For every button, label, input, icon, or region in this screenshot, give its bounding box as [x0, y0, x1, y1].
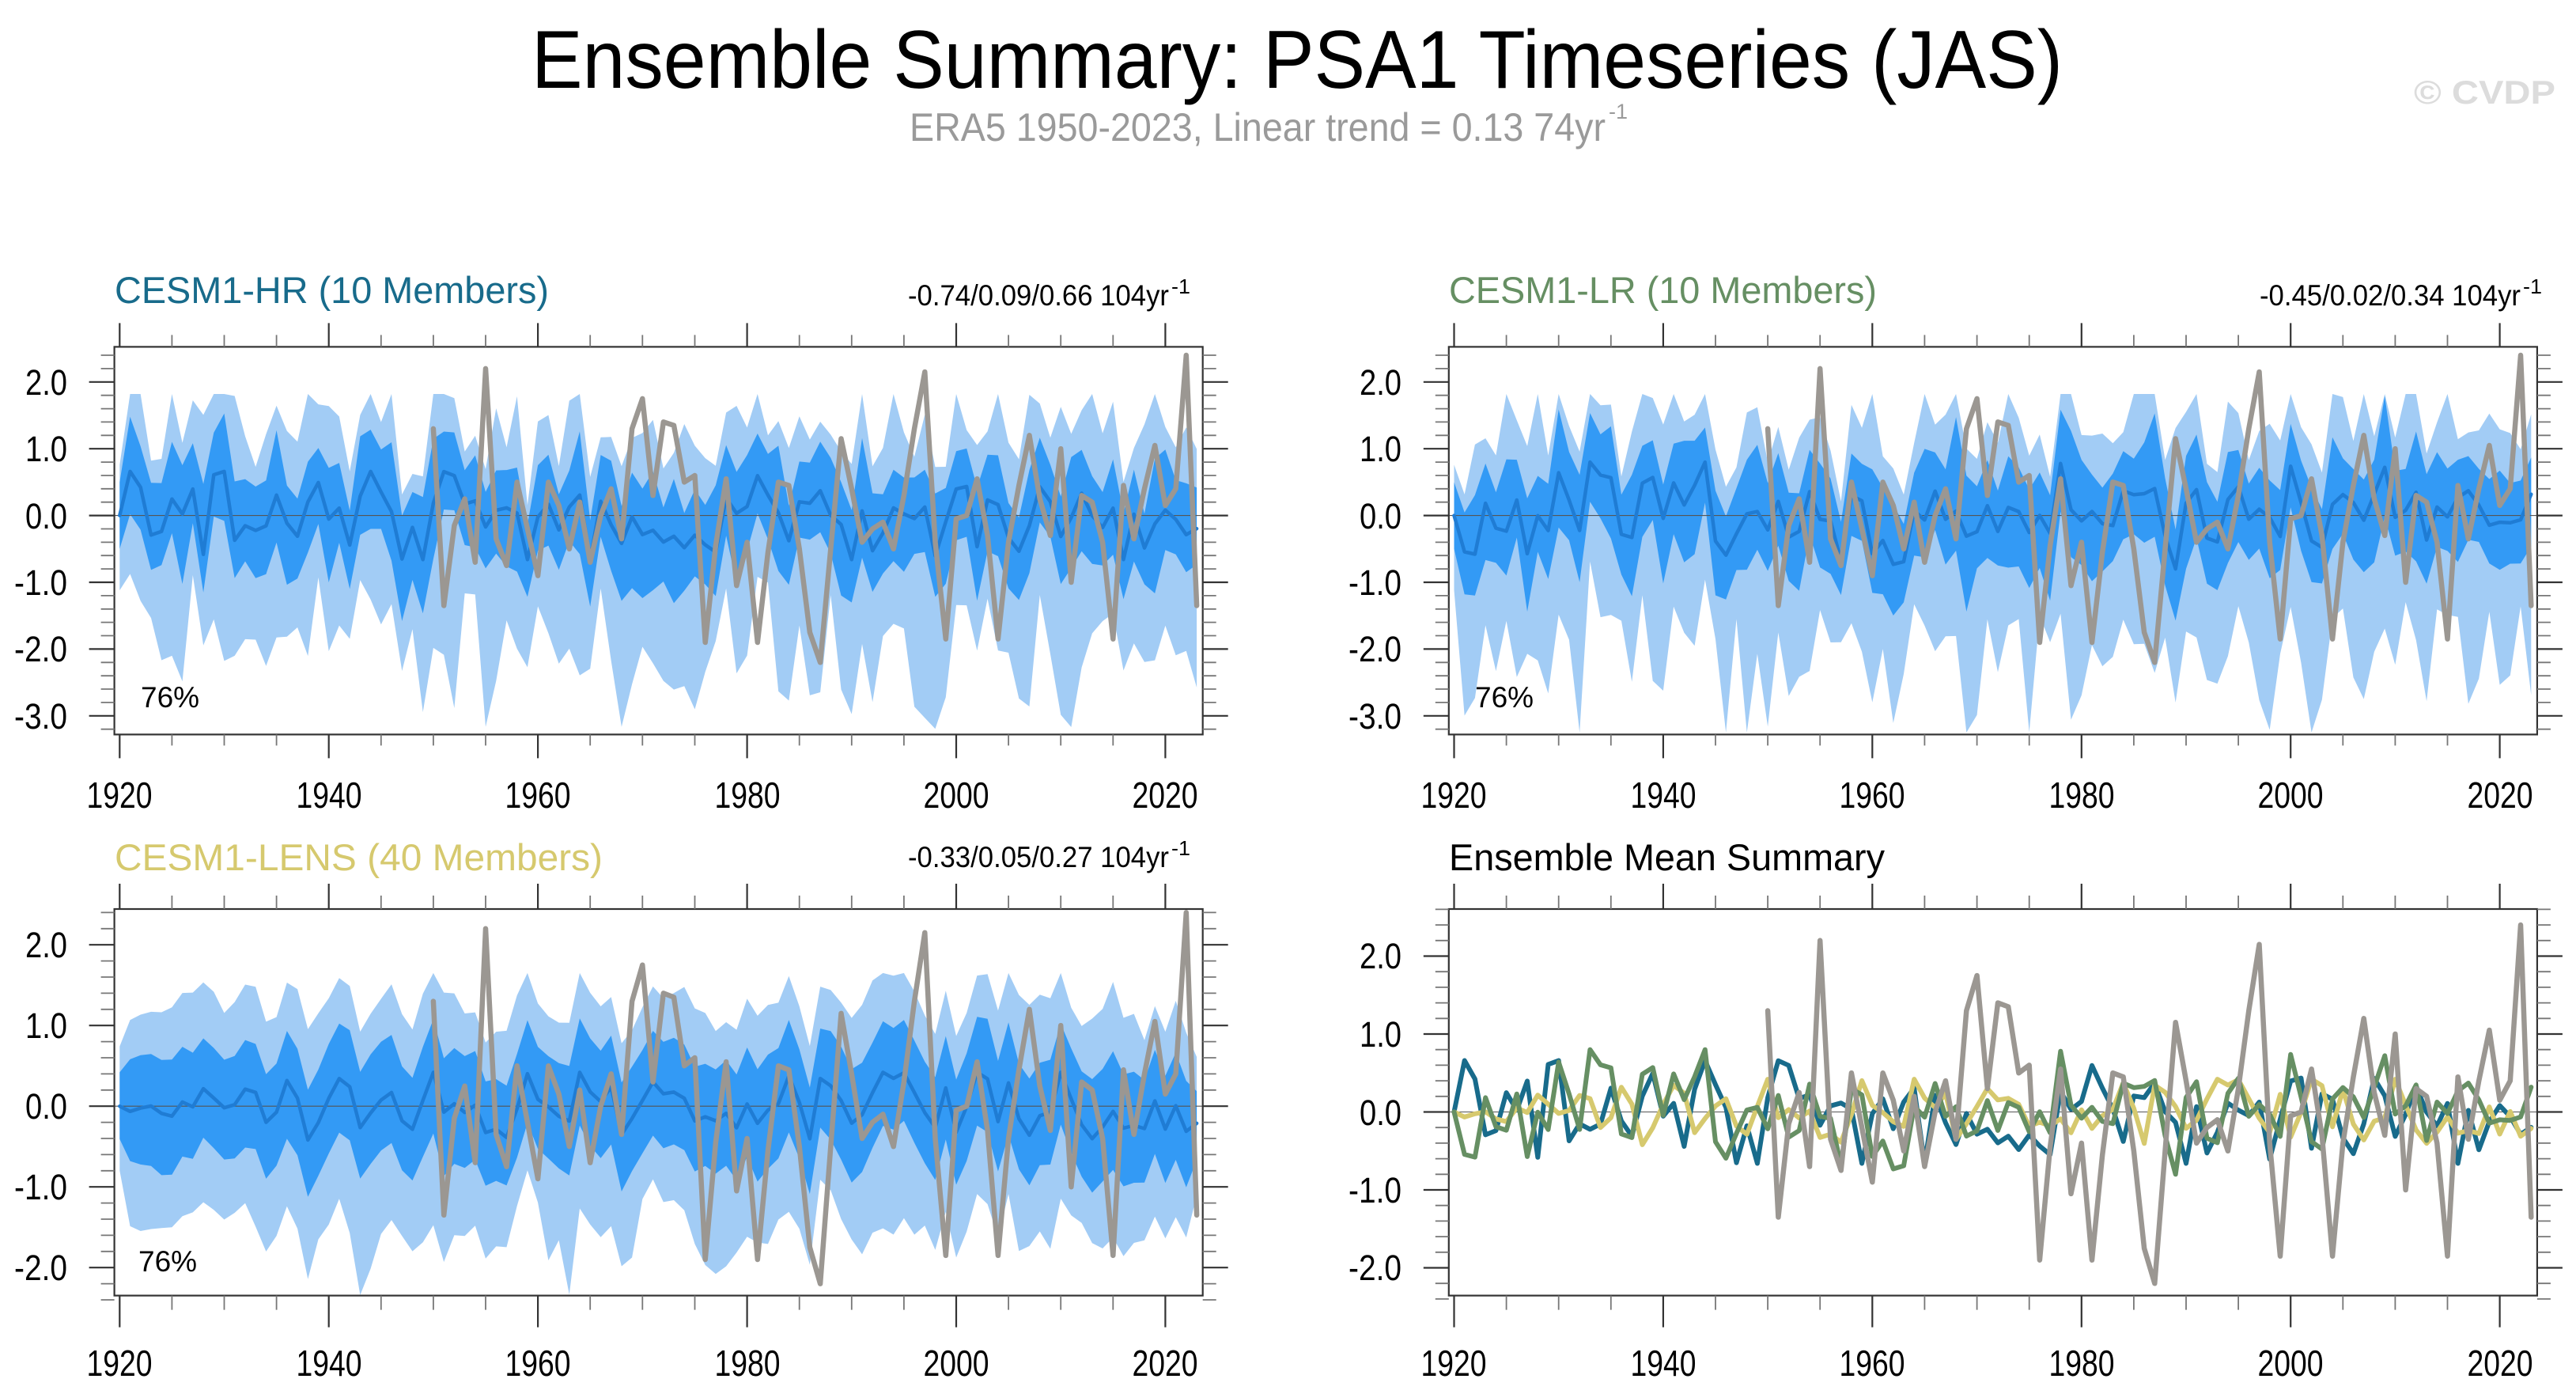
svg-text:1.0: 1.0 [25, 429, 67, 469]
svg-text:1920: 1920 [1421, 775, 1487, 816]
svg-text:76%: 76% [141, 681, 199, 714]
svg-text:1920: 1920 [87, 775, 153, 816]
svg-text:1960: 1960 [505, 1343, 571, 1384]
svg-text:1960: 1960 [1840, 775, 1905, 816]
svg-text:2000: 2000 [924, 1343, 989, 1384]
svg-text:0.0: 0.0 [1360, 1093, 1401, 1133]
svg-text:0.0: 0.0 [25, 496, 67, 536]
svg-text:0.0: 0.0 [25, 1086, 67, 1127]
svg-text:-0.74/0.09/0.66 104yr: -0.74/0.09/0.66 104yr [908, 279, 1169, 312]
svg-text:2.0: 2.0 [25, 925, 67, 965]
svg-text:-1: -1 [2523, 275, 2542, 298]
svg-text:-2.0: -2.0 [1349, 629, 1401, 669]
svg-text:Ensemble Mean Summary: Ensemble Mean Summary [1449, 836, 1885, 878]
svg-text:-2.0: -2.0 [1349, 1248, 1401, 1288]
svg-text:1960: 1960 [505, 775, 571, 816]
svg-text:1940: 1940 [297, 1343, 362, 1384]
svg-text:CESM1-LENS (40 Members): CESM1-LENS (40 Members) [115, 836, 603, 878]
svg-text:-1.0: -1.0 [1349, 1170, 1401, 1210]
svg-text:-1: -1 [1171, 836, 1190, 860]
svg-text:2000: 2000 [2258, 775, 2324, 816]
svg-text:© CVDP: © CVDP [2414, 74, 2555, 111]
svg-text:-1.0: -1.0 [1349, 563, 1401, 603]
svg-text:1920: 1920 [1421, 1343, 1487, 1384]
svg-text:-1: -1 [1609, 100, 1628, 123]
svg-text:1980: 1980 [2049, 1343, 2115, 1384]
svg-text:1940: 1940 [297, 775, 362, 816]
svg-text:-1.0: -1.0 [14, 1167, 67, 1207]
svg-text:CESM1-LR (10 Members): CESM1-LR (10 Members) [1449, 269, 1877, 311]
svg-text:2020: 2020 [2468, 1343, 2533, 1384]
svg-text:-3.0: -3.0 [14, 696, 67, 737]
svg-text:1940: 1940 [1631, 1343, 1697, 1384]
svg-text:2020: 2020 [1133, 1343, 1198, 1384]
svg-text:0.0: 0.0 [1360, 496, 1401, 536]
svg-text:-0.33/0.05/0.27 104yr: -0.33/0.05/0.27 104yr [908, 841, 1169, 873]
svg-text:Ensemble Summary: PSA1 Timeser: Ensemble Summary: PSA1 Timeseries (JAS) [531, 14, 2063, 106]
svg-text:CESM1-HR (10 Members): CESM1-HR (10 Members) [115, 269, 549, 311]
svg-text:1960: 1960 [1840, 1343, 1905, 1384]
svg-text:-1: -1 [1171, 275, 1190, 298]
svg-text:2000: 2000 [2258, 1343, 2324, 1384]
svg-text:-2.0: -2.0 [14, 629, 67, 669]
svg-text:-2.0: -2.0 [14, 1248, 67, 1288]
svg-text:1980: 1980 [715, 775, 781, 816]
svg-text:1920: 1920 [87, 1343, 153, 1384]
svg-text:1.0: 1.0 [1360, 429, 1401, 469]
svg-text:2020: 2020 [2468, 775, 2533, 816]
svg-text:2020: 2020 [1133, 775, 1198, 816]
svg-text:-0.45/0.02/0.34 104yr: -0.45/0.02/0.34 104yr [2260, 279, 2521, 312]
svg-text:1980: 1980 [715, 1343, 781, 1384]
svg-text:2.0: 2.0 [1360, 362, 1401, 403]
svg-text:-3.0: -3.0 [1349, 696, 1401, 737]
svg-text:1.0: 1.0 [25, 1006, 67, 1046]
svg-text:2.0: 2.0 [1360, 936, 1401, 976]
svg-text:-1.0: -1.0 [14, 563, 67, 603]
svg-text:76%: 76% [138, 1245, 197, 1278]
svg-text:1940: 1940 [1631, 775, 1697, 816]
svg-text:1.0: 1.0 [1360, 1014, 1401, 1055]
svg-text:76%: 76% [1475, 681, 1534, 714]
svg-text:1980: 1980 [2049, 775, 2115, 816]
svg-text:2.0: 2.0 [25, 362, 67, 403]
svg-text:ERA5 1950-2023, Linear trend =: ERA5 1950-2023, Linear trend = 0.13 74yr [910, 105, 1606, 150]
svg-text:2000: 2000 [924, 775, 989, 816]
